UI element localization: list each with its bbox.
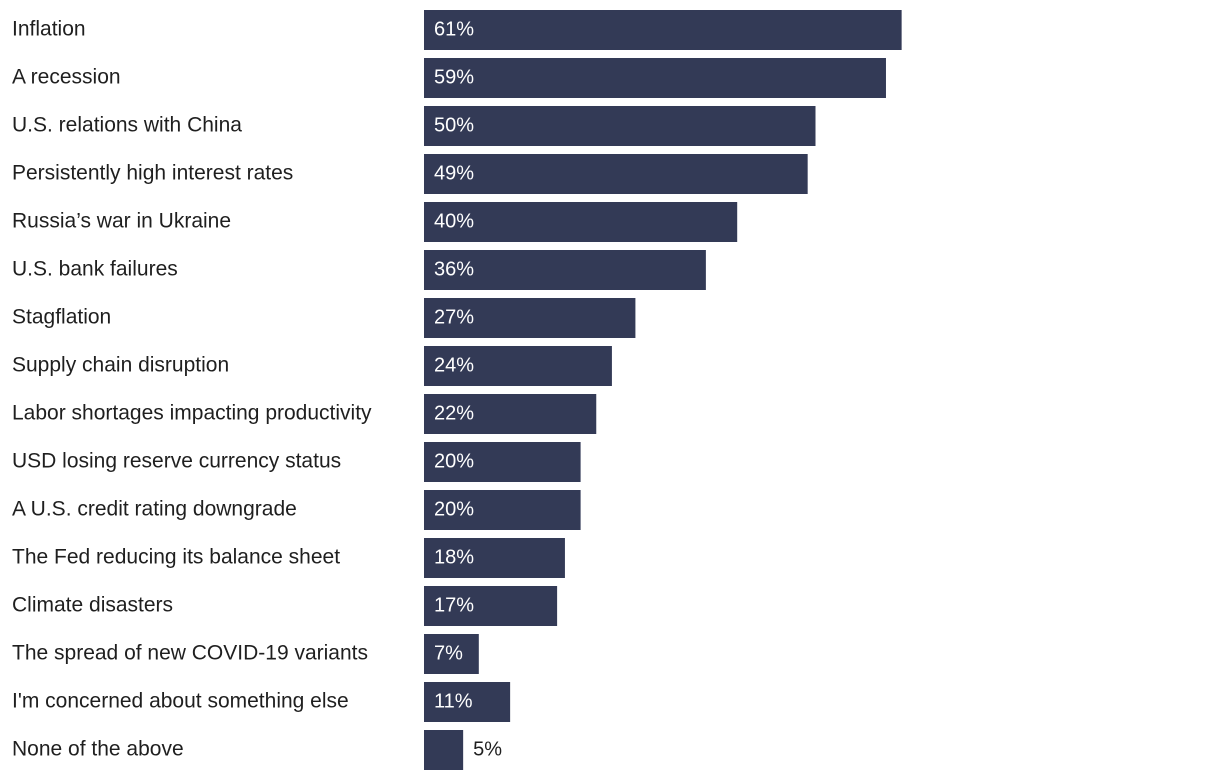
bar [424,634,479,674]
category-label: Supply chain disruption [12,354,229,377]
category-label: U.S. bank failures [12,258,178,281]
category-label: Inflation [12,18,86,41]
bar [424,298,636,338]
category-label: USD losing reserve currency status [12,450,341,473]
value-label: 5% [473,738,502,760]
value-label: 17% [434,594,474,616]
value-label: 7% [434,642,463,664]
category-label: U.S. relations with China [12,114,242,137]
category-label: Climate disasters [12,594,173,617]
category-label: Russia’s war in Ukraine [12,210,231,233]
value-label: 36% [434,258,474,280]
category-label: I'm concerned about something else [12,690,349,713]
category-label: Persistently high interest rates [12,162,293,185]
bar [424,442,581,482]
category-label: A U.S. credit rating downgrade [12,498,297,521]
category-label: The spread of new COVID-19 variants [12,642,368,665]
value-label: 50% [434,114,474,136]
bar [424,538,565,578]
bar [424,106,816,146]
category-label: None of the above [12,738,184,761]
bar [424,10,902,50]
bar [424,154,808,194]
bar [424,202,738,242]
value-label: 20% [434,498,474,520]
bar [424,586,558,626]
bar [424,346,612,386]
value-label: 40% [434,210,474,232]
bar [424,490,581,530]
value-label: 59% [434,66,474,88]
category-label: Labor shortages impacting productivity [12,402,372,425]
value-label: 61% [434,18,474,40]
bar [424,730,464,770]
bar [424,394,597,434]
value-label: 11% [434,690,473,712]
bar [424,682,511,722]
value-label: 27% [434,306,474,328]
value-label: 20% [434,450,474,472]
category-label: Stagflation [12,306,111,329]
bar [424,250,706,290]
value-label: 22% [434,402,474,424]
bar [424,58,886,98]
category-label: A recession [12,66,121,89]
value-label: 18% [434,546,474,568]
value-label: 49% [434,162,474,184]
category-label: The Fed reducing its balance sheet [12,546,340,569]
value-label: 24% [434,354,474,376]
